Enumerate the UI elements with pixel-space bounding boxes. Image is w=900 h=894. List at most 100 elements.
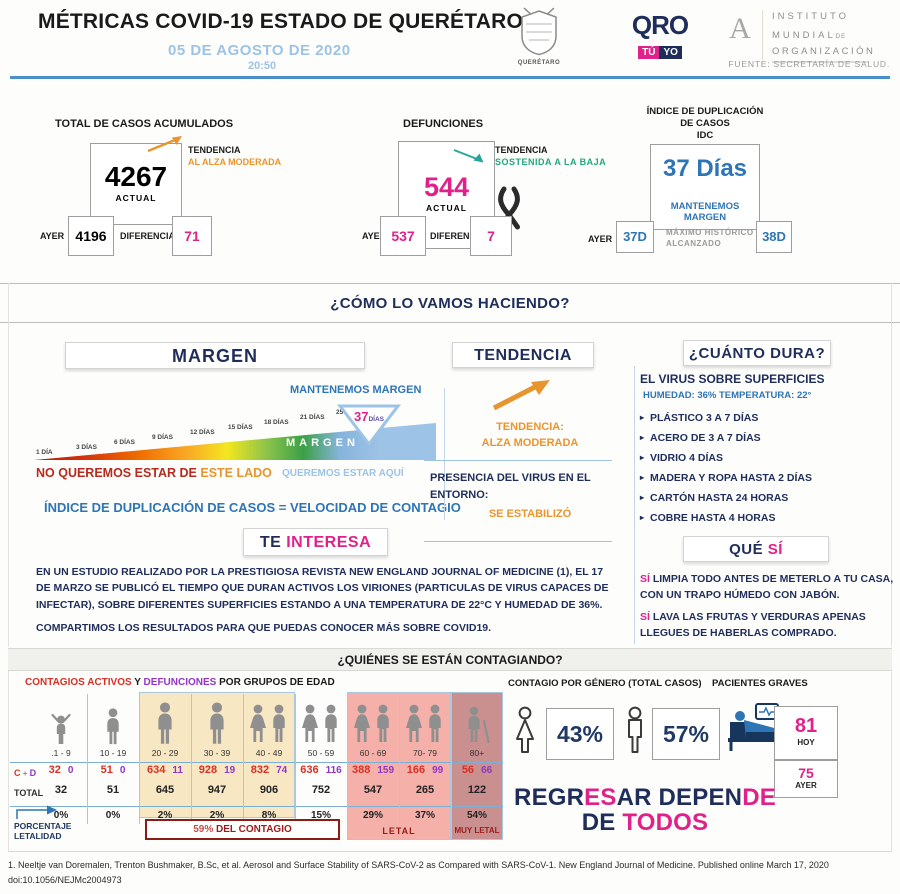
margin-marker-triangle-icon — [336, 404, 402, 447]
cases-trend-label: TENDENCIA — [188, 145, 241, 155]
idc-label-line1: ÍNDICE DE DUPLICACIÓN — [646, 106, 764, 117]
slogan-part: DE — [581, 809, 623, 836]
graves-today-value: 81 — [794, 715, 818, 737]
column-separator — [399, 694, 400, 824]
couple-icon — [404, 704, 446, 744]
age-column-30-39: 30 - 39 928 19 947 2% — [191, 692, 243, 842]
cases-trend-value: AL ALZA MODERADA — [188, 157, 282, 167]
cd-row-label: C + D — [14, 768, 36, 778]
contagios-value: 388 — [351, 764, 371, 776]
duration-item: ▸ MADERA Y ROPA HASTA 2 DÍAS — [640, 472, 895, 484]
age-column-40-49: 40 - 49 832 74 906 8% — [243, 692, 295, 842]
teen-icon — [104, 708, 123, 746]
institute-wordmark: INSTITUTO MUNDIALDE ORGANIZACIÓN — [772, 11, 875, 63]
cd-values: 634 11 — [139, 764, 191, 776]
tu-yo-badges: TÚ YO — [622, 42, 698, 60]
table-rule-1 — [10, 762, 503, 763]
column-separator — [295, 694, 296, 824]
age-column-80plus: 80+ 56 66 122 54% — [451, 692, 503, 842]
duration-subtitle: EL VIRUS SOBRE SUPERFICIES — [640, 372, 825, 386]
cd-values: 32 0 — [35, 764, 87, 776]
margin-marker-value: 37DÍAS — [336, 408, 402, 426]
letality-pct: 29% — [362, 810, 383, 821]
duration-item: ▸ CARTÓN HASTA 24 HORAS — [640, 492, 895, 504]
table-rule-2 — [10, 806, 503, 807]
caption-rest: POR GRUPOS DE EDAD — [216, 677, 335, 688]
tendencia-divider-1 — [424, 460, 612, 461]
cases-value-caption: ACTUAL — [115, 193, 157, 203]
graves-yesterday-value: 75 — [798, 765, 814, 781]
who-panel-frame — [8, 671, 892, 852]
cd-values: 388 159 — [347, 764, 399, 776]
age-column-70-79: 70- 79 166 99 265 37% — [399, 692, 451, 842]
gender-heading: CONTAGIO POR GÉNERO (TOTAL CASOS) — [508, 678, 702, 689]
que-si-prefix: SÍ — [640, 611, 650, 623]
cd-values: 928 19 — [191, 764, 243, 776]
duration-item: ▸ VIDRIO 4 DÍAS — [640, 452, 895, 464]
bullet-icon: ▸ — [640, 473, 645, 482]
age-label: 30 - 39 — [203, 748, 231, 758]
bullet-icon: ▸ — [640, 413, 645, 422]
idc-subtitle: MANTENEMOS MARGEN — [670, 201, 740, 223]
deaths-diff-box: 7 — [470, 216, 512, 256]
institute-line3: ORGANIZACIÓN — [772, 46, 876, 57]
wedge-margen-label: MARGEN — [286, 437, 359, 449]
age-label: 10 - 19 — [99, 748, 127, 758]
plus-label: + — [20, 769, 30, 778]
section-divider-1 — [0, 283, 900, 284]
column-separator — [139, 694, 140, 824]
cd-values: 832 74 — [243, 764, 295, 776]
how-panel-frame — [8, 283, 892, 647]
letality-pct: 37% — [414, 810, 435, 821]
que-si-item-1: SÍ LIMPIA TODO ANTES DE METERLO A TU CAS… — [640, 572, 894, 604]
defunciones-value: 0 — [67, 765, 74, 776]
contagios-value: 928 — [198, 764, 218, 776]
idc-label-line2: DE CASOS — [680, 118, 730, 129]
female-pct-box: 43% — [546, 708, 614, 760]
letality-pct: 8% — [261, 810, 277, 821]
que-si-text: LIMPIA TODO ANTES DE METERLO A TU CASA, … — [640, 573, 894, 601]
cases-diff-box: 71 — [172, 216, 212, 256]
contagios-value: 634 — [147, 764, 166, 776]
que-si-prefix: SÍ — [640, 573, 650, 585]
bullet-icon: ▸ — [640, 513, 645, 522]
total-value: 51 — [106, 784, 120, 796]
duration-item-text: ACERO DE 3 A 7 DÍAS — [650, 432, 761, 444]
defunciones-value: 19 — [224, 765, 236, 776]
yo-badge: YO — [659, 46, 682, 59]
couple-icon — [248, 704, 290, 744]
interesa-paragraph-2: COMPARTIMOS LOS RESULTADOS PARA QUE PUED… — [36, 622, 492, 634]
age-label: 80+ — [469, 748, 485, 758]
duration-conditions: HUMEDAD: 36% TEMPERATURA: 22° — [643, 390, 812, 401]
caption-left-red: NO QUEREMOS ESTAR DE — [36, 466, 201, 480]
qro-logo-text: QRO — [631, 10, 689, 40]
footnote-line-1: 1. Neeltje van Doremalen, Trenton Bushma… — [8, 860, 829, 870]
idc-ayer-box: 37D — [616, 221, 654, 253]
letality-pct: 15% — [310, 810, 331, 821]
footnote-line-2: doi:10.1056/NEJMc2004973 — [8, 875, 122, 885]
interesa-title: TE INTERESA — [243, 528, 388, 556]
contagios-value: 51 — [100, 764, 113, 776]
report-time: 20:50 — [248, 60, 277, 72]
tendencia-value-block: TENDENCIA: ALZA MODERADA — [447, 420, 613, 452]
defunciones-value: 99 — [432, 765, 444, 776]
who-heading-bar: ¿QUIÉNES SE ESTÁN CONTAGIANDO? — [8, 648, 892, 671]
institute-tagline-placeholder — [772, 61, 868, 63]
crest-caption: QUERÉTARO — [517, 60, 561, 66]
deaths-trend-value: SOSTENIDA A LA BAJA — [495, 157, 607, 167]
idc-ayer-label: AYER — [588, 234, 613, 244]
age-label: 20 - 29 — [151, 748, 179, 758]
graves-today-label: HOY — [797, 738, 815, 747]
graves-yesterday-box: 75 AYER — [774, 760, 838, 798]
header-divider — [10, 76, 890, 79]
wedge-caption-left: NO QUEREMOS ESTAR DE ESTE LADO — [36, 466, 272, 480]
tendencia-value: ALZA MODERADA — [481, 436, 579, 449]
que-si-title-pink: SÍ — [767, 541, 783, 558]
couple-icon — [300, 704, 342, 744]
how-heading: ¿CÓMO LO VAMOS HACIENDO? — [330, 295, 570, 312]
defunciones-value: 66 — [481, 765, 493, 776]
slogan-part: REGR — [514, 784, 585, 811]
que-si-title: QUÉ SÍ — [683, 536, 829, 562]
contagios-value: 636 — [300, 764, 319, 776]
